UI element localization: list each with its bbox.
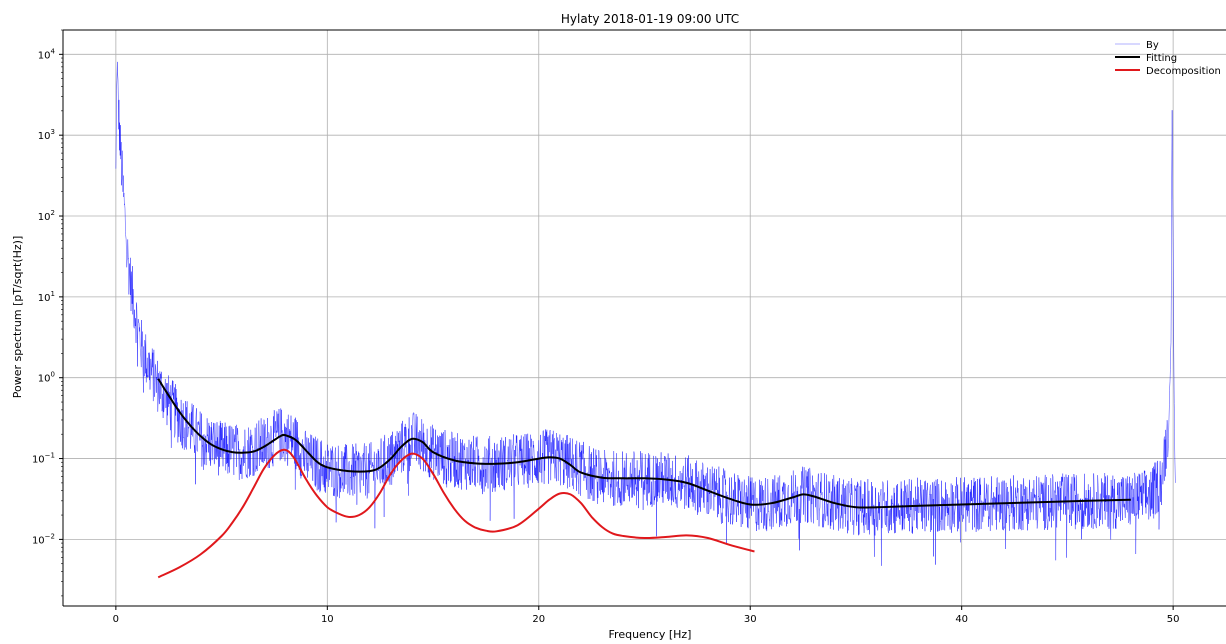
legend-label-by: By	[1146, 40, 1159, 51]
legend-label-decomposition: Decomposition	[1146, 66, 1221, 77]
x-tick-label: 10	[321, 614, 334, 625]
x-tick-label: 30	[744, 614, 757, 625]
x-tick-label: 0	[113, 614, 119, 625]
series-by-line	[115, 61, 1176, 566]
y-tick-exponent: 1	[51, 290, 55, 298]
y-tick-label: 101	[38, 290, 55, 304]
legend: By Fitting Decomposition	[1115, 40, 1221, 77]
y-tick-exponent: −1	[45, 452, 55, 460]
y-tick-label: 10−2	[32, 532, 55, 546]
grid	[63, 30, 1226, 606]
y-tick-label: 10−1	[32, 452, 55, 466]
y-tick-exponent: 4	[51, 47, 56, 55]
y-tick-exponent: 0	[51, 371, 55, 379]
y-tick-exponent: −2	[45, 532, 55, 540]
y-tick-label: 100	[38, 371, 55, 385]
y-tick-base: 10	[32, 455, 45, 466]
series-fitting-line	[157, 378, 1131, 509]
y-tick-exponent: 2	[51, 209, 55, 217]
y-tick-exponent: 3	[51, 128, 55, 136]
y-axis-label: Power spectrum [pT/sqrt(Hz)]	[11, 236, 24, 398]
y-tick-label: 104	[38, 47, 56, 61]
plot-area	[115, 61, 1176, 579]
y-tick-label: 102	[38, 209, 55, 223]
x-tick-label: 40	[955, 614, 968, 625]
y-tick-base: 10	[38, 50, 51, 61]
legend-label-fitting: Fitting	[1146, 53, 1177, 64]
y-tick-base: 10	[32, 535, 45, 546]
y-tick-base: 10	[38, 293, 51, 304]
chart-title: Hylaty 2018-01-19 09:00 UTC	[561, 12, 739, 26]
x-tick-label: 50	[1167, 614, 1180, 625]
series-decomposition-line	[157, 448, 755, 579]
y-tick-base: 10	[38, 374, 51, 385]
y-tick-base: 10	[38, 212, 51, 223]
x-tick-label: 20	[532, 614, 545, 625]
y-tick-base: 10	[38, 131, 51, 142]
y-tick-label: 103	[38, 128, 55, 142]
x-axis-label: Frequency [Hz]	[609, 628, 692, 641]
